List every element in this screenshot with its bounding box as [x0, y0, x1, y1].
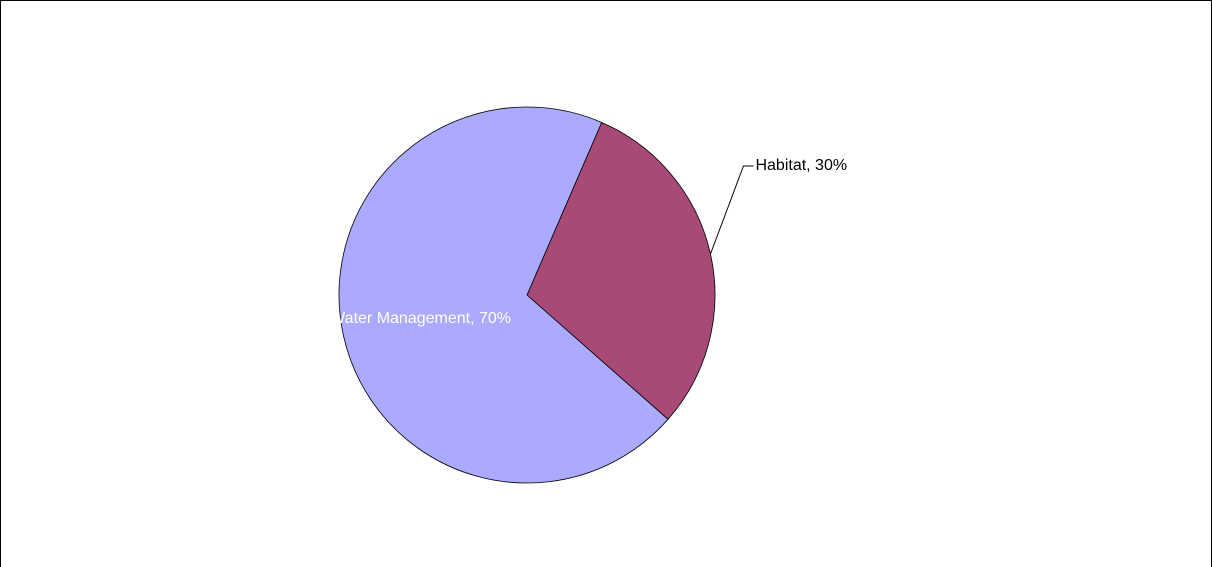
data-label: Water Management, 70%	[330, 310, 511, 327]
leader-line	[710, 165, 754, 255]
pie-slice: Water Management	[338, 106, 669, 484]
data-label: Habitat, 30%	[755, 157, 847, 174]
